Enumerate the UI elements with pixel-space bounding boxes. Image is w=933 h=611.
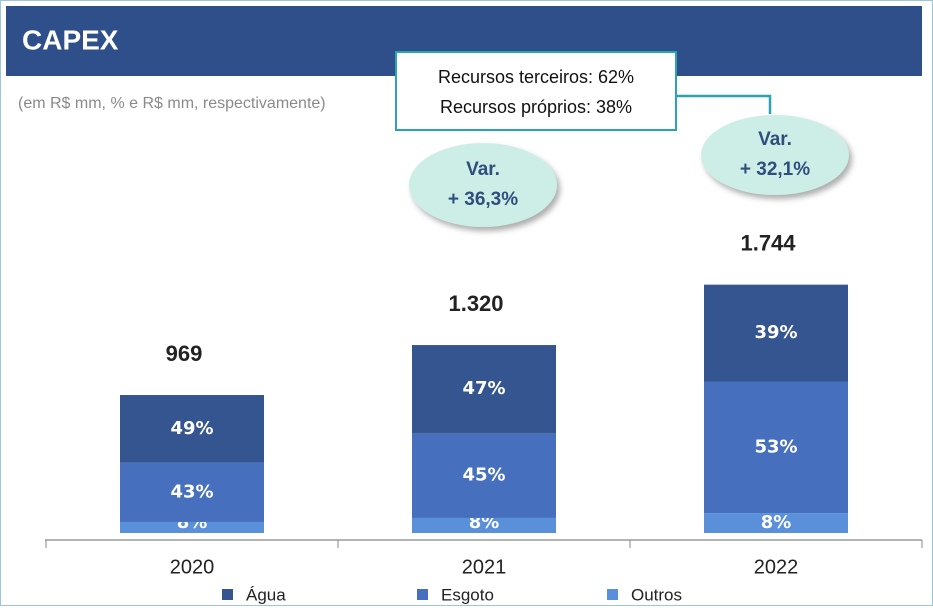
funding-line: Recursos próprios: 38% [440, 97, 632, 117]
funding-line: Recursos terceiros: 62% [438, 67, 634, 87]
bar-segment [120, 521, 264, 533]
bar-segment [704, 513, 848, 533]
funding-box [395, 51, 677, 131]
segment-label: 8% [761, 512, 792, 533]
bar-segment [412, 433, 556, 518]
legend-swatch [222, 589, 233, 600]
segment-label: 53% [754, 436, 797, 457]
variation-text: + 32,1% [740, 159, 810, 180]
connector [676, 94, 772, 114]
total-label: 1.320 [448, 291, 503, 316]
x-tick-label: 2022 [754, 556, 799, 578]
title: CAPEX [22, 24, 119, 55]
variation-text: Var. [758, 129, 792, 150]
total-label: 1.744 [740, 230, 796, 255]
bar-segment [412, 345, 556, 434]
variation-bubble [409, 143, 557, 227]
bar-segment [412, 517, 556, 533]
bar-segment [120, 462, 264, 522]
variation-text: + 36,3% [448, 189, 518, 210]
segment-label: 47% [462, 378, 505, 399]
segment-label: 39% [754, 322, 797, 343]
legend-swatch [417, 589, 428, 600]
legend-swatch [607, 589, 618, 600]
segment-label: 49% [170, 418, 213, 439]
subtitle: (em R$ mm, % e R$ mm, respectivamente) [18, 95, 326, 112]
variation-text: Var. [466, 159, 500, 180]
variation-bubble [701, 115, 849, 195]
bar-segment [120, 395, 264, 463]
segment-label: 43% [170, 481, 213, 502]
bar-segment [704, 284, 848, 382]
legend-label: Outros [631, 585, 682, 604]
legend-label: Esgoto [441, 585, 494, 604]
legend-label: Água [246, 585, 286, 604]
x-tick-label: 2021 [462, 556, 507, 578]
total-label: 969 [166, 341, 203, 366]
bar-segment [704, 381, 848, 514]
segment-label: 45% [462, 465, 505, 486]
x-tick-label: 2020 [170, 556, 215, 578]
